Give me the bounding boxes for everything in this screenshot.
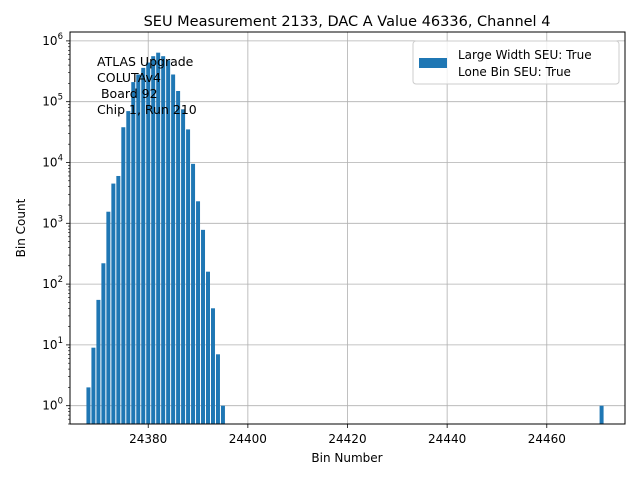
histogram-bar — [220, 405, 225, 424]
histogram-bar — [171, 74, 176, 424]
x-tick-label: 24380 — [129, 432, 167, 446]
histogram-bar — [91, 347, 96, 424]
x-tick-label: 24400 — [229, 432, 267, 446]
histogram-bar — [176, 90, 181, 424]
y-tick-label: 102 — [42, 275, 63, 291]
legend-entry: Lone Bin SEU: True — [458, 65, 571, 79]
x-axis-ticks: 24380 24400 24420 24440 24460 — [129, 424, 566, 446]
y-tick-label: 101 — [42, 336, 63, 352]
x-axis-label: Bin Number — [311, 451, 382, 465]
histogram-bar — [201, 229, 206, 424]
legend-swatch — [419, 58, 447, 68]
histogram-bar — [599, 405, 604, 424]
legend-entry: Large Width SEU: True — [458, 48, 592, 62]
histogram-bar — [86, 387, 91, 424]
histogram-bar — [156, 52, 161, 424]
histogram-bar — [181, 109, 186, 424]
annotation-line: ATLAS Upgrade — [97, 54, 194, 69]
x-tick-label: 24440 — [428, 432, 466, 446]
histogram-bar — [206, 271, 210, 424]
annotation-line: Chip 1, Run 210 — [97, 102, 197, 117]
histogram-bar — [210, 308, 215, 424]
histogram-bar — [126, 111, 131, 425]
y-axis-label: Bin Count — [14, 198, 28, 257]
histogram-bars — [86, 52, 604, 425]
x-tick-label: 24420 — [328, 432, 366, 446]
annotation-text-block: ATLAS Upgrade COLUTAv4 Board 92 Chip 1, … — [97, 54, 197, 117]
histogram-bar — [161, 56, 166, 424]
histogram-bar — [106, 211, 111, 424]
histogram-bar — [151, 56, 156, 424]
chart-title: SEU Measurement 2133, DAC A Value 46336,… — [144, 14, 551, 30]
histogram-bar — [121, 127, 126, 424]
histogram-bar — [191, 163, 196, 424]
histogram-bar — [196, 201, 201, 424]
histogram-bar — [166, 60, 171, 424]
histogram-bar — [186, 129, 191, 424]
histogram-bar — [101, 263, 106, 424]
histogram-bar — [96, 299, 101, 424]
y-axis-ticks: 100 101 102 103 104 105 106 — [42, 32, 70, 425]
y-tick-label: 105 — [42, 93, 63, 109]
y-tick-label: 104 — [42, 153, 63, 169]
y-tick-label: 106 — [42, 32, 63, 48]
histogram-bar — [215, 354, 220, 424]
histogram-bar — [111, 183, 116, 424]
annotation-line: Board 92 — [97, 86, 158, 101]
y-tick-label: 100 — [42, 397, 63, 413]
x-tick-label: 24460 — [528, 432, 566, 446]
histogram-bar — [141, 67, 146, 425]
histogram-bar — [136, 74, 141, 424]
annotation-line: COLUTAv4 — [97, 70, 161, 85]
y-tick-label: 103 — [42, 214, 63, 230]
legend: Large Width SEU: True Lone Bin SEU: True — [412, 40, 620, 85]
histogram-bar — [146, 62, 151, 424]
histogram-bar — [116, 175, 121, 424]
histogram-bar — [131, 82, 136, 425]
legend-box — [412, 40, 620, 85]
